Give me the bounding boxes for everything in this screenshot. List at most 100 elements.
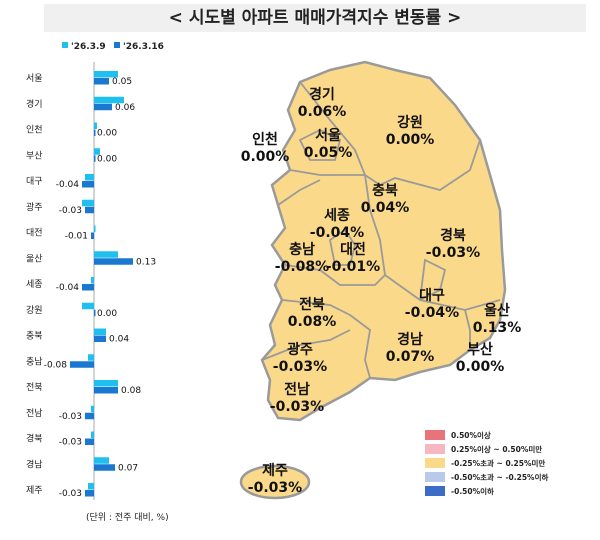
region-value: -0.03% xyxy=(426,245,480,261)
page-title: < 시도별 아파트 매매가격지수 변동률 > xyxy=(44,4,586,32)
data-label: -0.03 xyxy=(59,438,82,448)
legend-label: '26.3.16 xyxy=(123,42,164,52)
region-name: 경기 xyxy=(309,86,335,103)
region-name: 대구 xyxy=(419,288,445,304)
region-name: 충남 xyxy=(289,241,315,258)
region-name: 울산 xyxy=(484,302,510,319)
region-label: 부산0.00% xyxy=(456,341,505,375)
unit-note: (단위 : 전주 대비, %) xyxy=(86,512,169,523)
legend-swatch xyxy=(425,430,445,440)
data-label: -0.03 xyxy=(59,489,82,499)
category-label: 부산 xyxy=(26,150,43,161)
bar-previous xyxy=(94,122,97,129)
data-label: -0.01 xyxy=(65,232,88,242)
region-value: 0.08% xyxy=(288,314,337,330)
bar-current xyxy=(91,232,94,239)
region-value: 0.13% xyxy=(473,320,522,336)
region-value: 0.00% xyxy=(456,359,505,375)
region-name: 충북 xyxy=(372,183,398,199)
data-label: 0.07 xyxy=(118,463,138,473)
legend-label: 0.25%이상 ~ 0.50%미만 xyxy=(451,444,542,454)
bar-current xyxy=(85,412,94,420)
data-label: 0.08 xyxy=(121,386,141,396)
region-name: 대전 xyxy=(340,241,366,258)
bar-current xyxy=(94,103,112,111)
bar-current xyxy=(94,258,133,265)
region-value: -0.03% xyxy=(270,399,324,415)
bar-previous xyxy=(94,148,100,155)
legend-swatch xyxy=(425,486,445,496)
bar-previous xyxy=(85,174,94,181)
bar-current xyxy=(94,335,106,342)
region-value: 0.05% xyxy=(304,145,353,161)
region-name: 경남 xyxy=(397,331,423,348)
bar-previous xyxy=(94,457,109,464)
category-label: 세종 xyxy=(26,279,43,290)
category-label: 제주 xyxy=(26,485,43,496)
region-label: 전남-0.03% xyxy=(270,381,324,415)
data-label: -0.04 xyxy=(56,180,80,190)
region-label: 제주-0.03% xyxy=(248,463,302,496)
region-label: 충남-0.08% xyxy=(275,241,329,275)
legend-label: '26.3.9 xyxy=(71,42,106,52)
legend-label: -0.50%초과 ~ -0.25%이하 xyxy=(451,472,548,482)
bar-current xyxy=(85,206,94,214)
bar-previous xyxy=(94,328,106,335)
category-label: 충남 xyxy=(26,356,43,367)
category-label: 충북 xyxy=(26,331,43,342)
region-value: 0.06% xyxy=(298,104,347,120)
legend-label: 0.50%이상 xyxy=(451,430,491,440)
bar-previous xyxy=(88,354,94,361)
region-name: 부산 xyxy=(467,341,493,358)
region-name: 제주 xyxy=(262,463,288,479)
data-label: 0.00 xyxy=(97,129,117,139)
bar-current xyxy=(82,181,94,188)
category-label: 전남 xyxy=(26,408,43,419)
region-value: -0.04% xyxy=(405,305,459,321)
data-label: -0.03 xyxy=(59,412,82,422)
bar-previous xyxy=(94,251,118,258)
region-label: 대구-0.04% xyxy=(405,288,459,321)
bar-current xyxy=(85,438,94,445)
data-label: 0.06 xyxy=(115,103,135,113)
legend-swatch xyxy=(114,42,120,48)
bar-previous xyxy=(94,96,124,104)
bar-previous xyxy=(94,225,96,232)
region-label: 광주-0.03% xyxy=(273,341,327,375)
bar-previous xyxy=(94,380,118,387)
region-value: -0.04% xyxy=(310,225,364,241)
category-label: 광주 xyxy=(26,201,43,213)
category-label: 강원 xyxy=(26,305,43,316)
region-label: 전북0.08% xyxy=(288,296,337,330)
category-label: 서울 xyxy=(26,73,43,84)
region-label: 충북0.04% xyxy=(361,183,410,216)
region-label: 서울0.05% xyxy=(304,127,353,161)
region-label: 강원0.00% xyxy=(386,114,435,148)
category-label: 대전 xyxy=(26,228,43,239)
bar-current xyxy=(94,129,96,136)
bar-current xyxy=(94,155,96,162)
data-label: -0.04 xyxy=(56,283,80,293)
category-label: 대구 xyxy=(26,176,43,187)
region-label: 경기0.06% xyxy=(298,86,347,120)
region-value: 0.00% xyxy=(241,149,290,165)
category-label: 전북 xyxy=(26,382,43,393)
bar-previous xyxy=(82,302,94,310)
region-name: 강원 xyxy=(397,114,423,131)
region-label: 울산0.13% xyxy=(473,302,522,336)
data-label: 0.00 xyxy=(97,309,117,319)
map-shapes xyxy=(239,60,507,500)
bar-previous xyxy=(91,277,94,284)
data-label: 0.04 xyxy=(109,335,129,345)
region-name: 서울 xyxy=(315,127,341,144)
category-label: 경남 xyxy=(26,458,43,470)
region-label: 경북-0.03% xyxy=(426,227,480,261)
region-value: 0.04% xyxy=(361,200,410,216)
region-name: 세종 xyxy=(324,208,350,224)
region-borders xyxy=(261,81,501,379)
data-label: -0.08 xyxy=(44,360,68,370)
legend-swatch xyxy=(425,472,445,482)
region-label: 세종-0.04% xyxy=(310,208,364,241)
bar-current xyxy=(70,361,94,368)
legend-label: -0.25%초과 ~ 0.25%미만 xyxy=(451,458,545,468)
